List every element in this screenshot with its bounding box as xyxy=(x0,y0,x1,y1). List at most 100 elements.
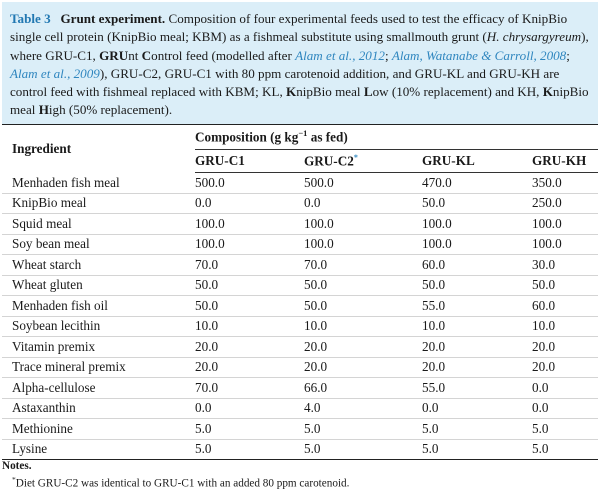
column-header-label: GRU-C2 xyxy=(304,153,354,169)
footnote-marker: * xyxy=(12,475,16,484)
composition-value: 50.0 xyxy=(195,275,304,296)
caption-bold: GRU xyxy=(99,47,129,63)
composition-value: 70.0 xyxy=(304,254,422,276)
table-row: Methionine 5.0 5.0 5.0 5.0 xyxy=(2,418,598,440)
ingredient-name: Astaxanthin xyxy=(2,398,195,419)
composition-value: 5.0 xyxy=(195,439,304,460)
caption-bold: K xyxy=(286,84,297,100)
ingredient-name: Menhaden fish meal xyxy=(2,172,195,194)
composition-header-text: Composition (g kg xyxy=(195,129,299,145)
ingredient-name: Alpha-cellulose xyxy=(2,377,195,399)
ingredient-name: Wheat starch xyxy=(2,254,195,276)
caption-text: ; xyxy=(384,47,392,63)
ingredient-name: Lysine xyxy=(2,439,195,460)
column-header-gru-c2: GRU-C2* xyxy=(304,149,422,173)
composition-value: 10.0 xyxy=(195,316,304,337)
caption-title: Grunt experiment. xyxy=(60,11,166,26)
caption-text: igh (50% replacement). xyxy=(48,102,173,118)
caption-text: ), where GRU-C1, xyxy=(10,29,589,63)
composition-value: 20.0 xyxy=(532,357,598,378)
composition-value: 10.0 xyxy=(532,316,598,337)
composition-value: 50.0 xyxy=(304,275,422,296)
composition-value: 100.0 xyxy=(304,213,422,235)
composition-value: 20.0 xyxy=(195,336,304,358)
composition-value: 50.0 xyxy=(422,275,532,296)
table-row: Menhaden fish meal 500.0 500.0 470.0 350.0 xyxy=(2,172,598,194)
column-header-gru-c1: GRU-C1 xyxy=(195,149,304,173)
table-caption: Table 3 Grunt experiment. Composition of… xyxy=(10,10,590,120)
composition-value: 0.0 xyxy=(195,398,304,419)
table-row: Menhaden fish oil 50.0 50.0 55.0 60.0 xyxy=(2,295,598,317)
composition-value: 60.0 xyxy=(532,295,598,317)
composition-value: 5.0 xyxy=(422,439,532,460)
header-row: Ingredient Composition (g kg−1 as fed) xyxy=(2,124,598,173)
composition-header: Composition (g kg−1 as fed) xyxy=(195,124,598,150)
ingredient-name: Soybean lecithin xyxy=(2,316,195,337)
composition-value: 20.0 xyxy=(422,357,532,378)
composition-value: 0.0 xyxy=(532,398,598,419)
table-row: KnipBio meal 0.0 0.0 50.0 250.0 xyxy=(2,193,598,214)
composition-table: Ingredient Composition (g kg−1 as fed) G… xyxy=(2,124,598,460)
ingredient-name: Soy bean meal xyxy=(2,234,195,255)
footnote-marker-link[interactable]: * xyxy=(353,152,358,162)
composition-value: 0.0 xyxy=(304,193,422,214)
caption-text: nipBio meal xyxy=(10,84,589,118)
composition-value: 70.0 xyxy=(195,254,304,276)
column-header-row: GRU-C1 GRU-C2* GRU-KL GRU-KH xyxy=(2,149,598,173)
table-row: Astaxanthin 0.0 4.0 0.0 0.0 xyxy=(2,398,598,419)
caption-text: nt xyxy=(128,47,142,63)
caption-label: Table 3 xyxy=(10,11,51,26)
composition-value: 20.0 xyxy=(195,357,304,378)
column-header-gru-kh: GRU-KH xyxy=(532,149,598,173)
composition-value: 70.0 xyxy=(195,377,304,399)
composition-value: 100.0 xyxy=(532,234,598,255)
citation-link[interactable]: Alam, Watanabe & Carroll, 2008 xyxy=(391,47,567,63)
composition-header-tail: as fed) xyxy=(307,129,348,145)
table-row: Soy bean meal 100.0 100.0 100.0 100.0 xyxy=(2,234,598,255)
composition-value: 5.0 xyxy=(304,418,422,440)
composition-value: 4.0 xyxy=(304,398,422,419)
composition-exponent: −1 xyxy=(298,128,308,139)
composition-value: 500.0 xyxy=(195,172,304,194)
composition-value: 100.0 xyxy=(532,213,598,235)
caption-bold: K xyxy=(542,84,553,100)
citation-link[interactable]: Alam et al., 2012 xyxy=(295,47,385,63)
composition-value: 66.0 xyxy=(304,377,422,399)
composition-value: 5.0 xyxy=(195,418,304,440)
ingredient-name: Menhaden fish oil xyxy=(2,295,195,317)
composition-value: 5.0 xyxy=(304,439,422,460)
composition-value: 50.0 xyxy=(304,295,422,317)
table-row: Vitamin premix 20.0 20.0 20.0 20.0 xyxy=(2,336,598,358)
table-row: Squid meal 100.0 100.0 100.0 100.0 xyxy=(2,213,598,235)
composition-value: 350.0 xyxy=(532,172,598,194)
table-row: Lysine 5.0 5.0 5.0 5.0 xyxy=(2,439,598,460)
composition-value: 5.0 xyxy=(532,418,598,440)
citation-link[interactable]: Alam et al., 2009 xyxy=(10,65,100,81)
composition-value: 100.0 xyxy=(422,234,532,255)
table-body: Menhaden fish meal 500.0 500.0 470.0 350.0 Kn… xyxy=(2,172,598,460)
caption-text: ), GRU-C2, GRU-C1 with 80 ppm carotenoid… xyxy=(10,65,560,100)
composition-value: 50.0 xyxy=(195,295,304,317)
ingredient-name: Trace mineral premix xyxy=(2,357,195,378)
caption-text: ontrol feed (modelled after xyxy=(151,47,296,63)
caption-text: Composition of four experimental feeds u… xyxy=(10,11,568,45)
table-row: Wheat gluten 50.0 50.0 50.0 50.0 xyxy=(2,275,598,296)
footnote: *Diet GRU-C2 was identical to GRU-C1 wit… xyxy=(2,473,598,491)
table-row: Soybean lecithin 10.0 10.0 10.0 10.0 xyxy=(2,316,598,337)
composition-value: 55.0 xyxy=(422,377,532,399)
caption-text: nipBio meal xyxy=(296,84,364,100)
caption-text: ; xyxy=(566,47,570,63)
composition-value: 5.0 xyxy=(422,418,532,440)
composition-value: 100.0 xyxy=(304,234,422,255)
caption-bold: H xyxy=(38,102,49,118)
composition-value: 20.0 xyxy=(422,336,532,358)
composition-value: 10.0 xyxy=(422,316,532,337)
species-name: H. chrysargyreum xyxy=(486,29,582,45)
composition-value: 55.0 xyxy=(422,295,532,317)
table-row: Wheat starch 70.0 70.0 60.0 30.0 xyxy=(2,254,598,276)
caption-bold: L xyxy=(363,84,373,100)
table-row: Trace mineral premix 20.0 20.0 20.0 20.0 xyxy=(2,357,598,378)
composition-value: 50.0 xyxy=(532,275,598,296)
column-header-gru-kl: GRU-KL xyxy=(422,149,532,173)
